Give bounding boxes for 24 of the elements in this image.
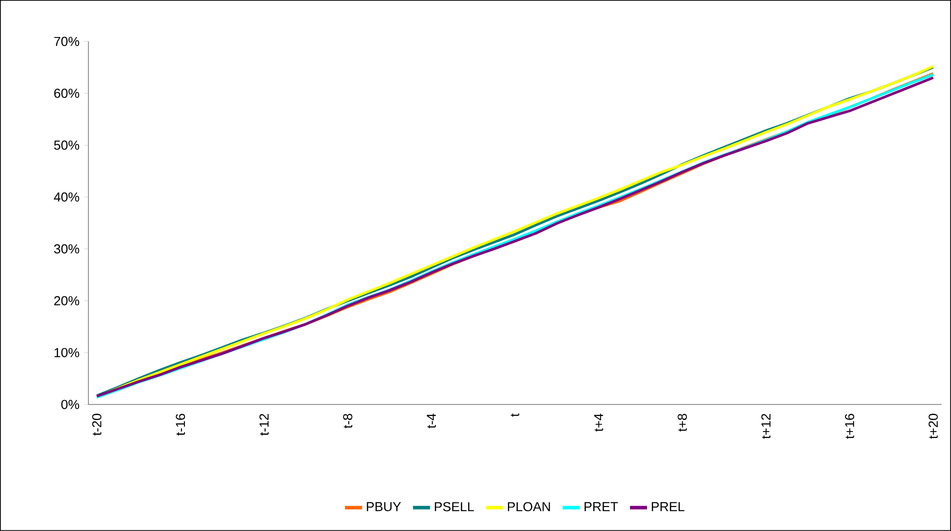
x-tick-label: t+16 [844, 414, 854, 439]
x-tick-label: t-12 [259, 414, 269, 436]
y-tick-label: 50% [54, 140, 80, 150]
legend-label: PRET [584, 502, 618, 512]
legend-label: PREL [652, 502, 684, 512]
legend-label: PSELL [434, 502, 474, 512]
x-tick-label: t+4 [594, 414, 604, 432]
y-tick-label: 30% [54, 244, 80, 254]
x-tick-label: t [510, 413, 520, 417]
x-tick-label: t+20 [928, 414, 938, 439]
y-tick-label: 70% [54, 36, 80, 46]
y-tick-label: 20% [54, 296, 80, 306]
legend-label: PBUY [366, 502, 401, 512]
y-tick-label: 10% [54, 348, 80, 358]
y-tick-label: 0% [61, 400, 80, 410]
x-tick-label: t+12 [761, 414, 771, 439]
y-tick-label: 40% [54, 192, 80, 202]
x-tick-label: t-4 [426, 414, 436, 428]
x-tick-label: t-16 [176, 414, 186, 436]
x-tick-label: t-8 [343, 414, 352, 428]
y-tick-label: 60% [54, 88, 80, 98]
x-tick-label: t-20 [92, 414, 102, 436]
legend-label: PLOAN [508, 502, 550, 512]
x-tick-label: t+8 [678, 414, 687, 432]
